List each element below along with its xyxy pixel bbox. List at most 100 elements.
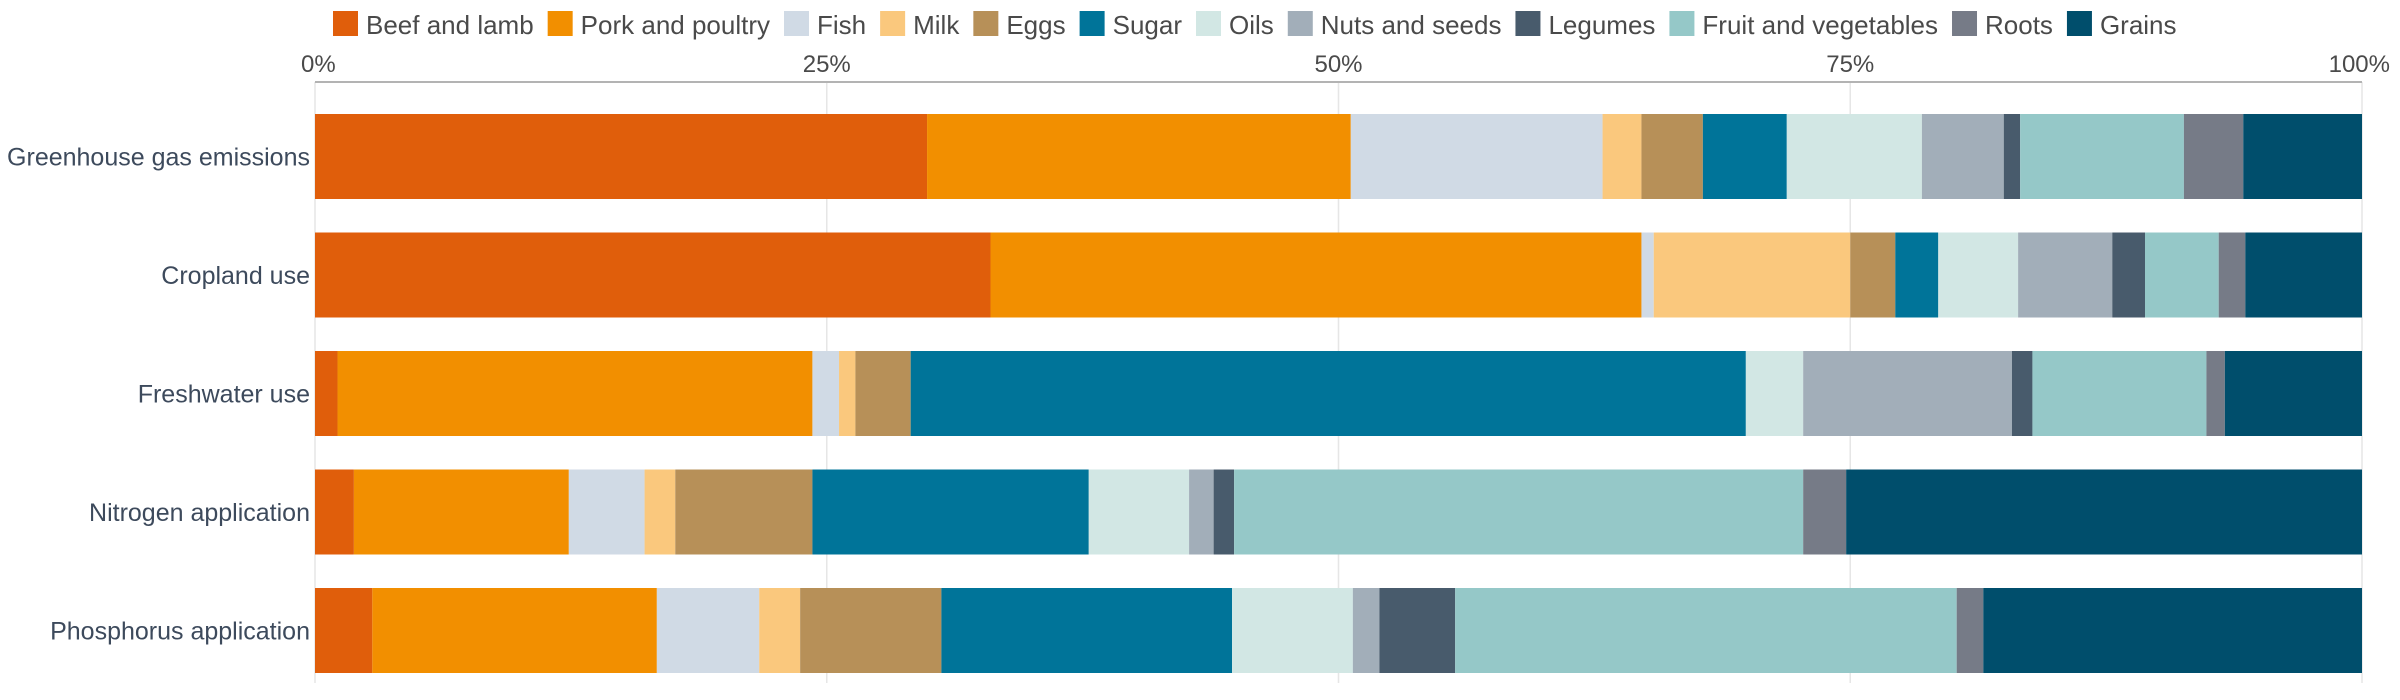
legend-label: Oils bbox=[1229, 10, 1274, 40]
bar-segment-fish[interactable] bbox=[656, 588, 760, 673]
bar-segment-nuts-and-seeds[interactable] bbox=[1352, 588, 1380, 673]
bar-segment-sugar[interactable] bbox=[941, 588, 1233, 673]
x-tick-label: 25% bbox=[803, 51, 851, 78]
bar-row-phosphorus-application bbox=[315, 588, 2362, 673]
bar-segment-milk[interactable] bbox=[1602, 114, 1642, 199]
bar-segment-beef-and-lamb[interactable] bbox=[315, 351, 338, 436]
x-tick-label: 50% bbox=[1314, 51, 1362, 78]
bar-segment-fish[interactable] bbox=[812, 351, 840, 436]
legend-swatch bbox=[973, 11, 999, 36]
bars bbox=[315, 114, 2362, 673]
bar-segment-pork-and-poultry[interactable] bbox=[337, 351, 813, 436]
bar-segment-pork-and-poultry[interactable] bbox=[990, 232, 1642, 318]
legend-item-fruit-and-vegetables[interactable]: Fruit and vegetables bbox=[1669, 10, 1938, 40]
bar-segment-beef-and-lamb[interactable] bbox=[315, 588, 373, 673]
legend-item-legumes[interactable]: Legumes bbox=[1515, 10, 1655, 40]
legend-label: Legumes bbox=[1548, 10, 1655, 40]
bar-segment-sugar[interactable] bbox=[1702, 114, 1787, 199]
bar-segment-nuts-and-seeds[interactable] bbox=[1189, 469, 1214, 555]
bar-segment-grains[interactable] bbox=[2224, 351, 2362, 436]
bar-segment-roots[interactable] bbox=[2183, 114, 2244, 199]
bar-segment-grains[interactable] bbox=[1846, 469, 2362, 555]
bar-segment-fruit-and-vegetables[interactable] bbox=[1234, 469, 1804, 555]
bar-segment-milk[interactable] bbox=[644, 469, 676, 555]
legend-item-eggs[interactable]: Eggs bbox=[973, 10, 1066, 40]
bar-segment-fish[interactable] bbox=[1350, 114, 1603, 199]
bar-segment-milk[interactable] bbox=[759, 588, 801, 673]
bar-segment-sugar[interactable] bbox=[910, 351, 1746, 436]
bar-segment-legumes[interactable] bbox=[2003, 114, 2021, 199]
bar-segment-grains[interactable] bbox=[2245, 232, 2362, 318]
bar-segment-oils[interactable] bbox=[1088, 469, 1190, 555]
legend-item-grains[interactable]: Grains bbox=[2066, 10, 2177, 40]
legend-swatch bbox=[1079, 11, 1105, 36]
bar-segment-sugar[interactable] bbox=[812, 469, 1089, 555]
bar-segment-legumes[interactable] bbox=[2011, 351, 2033, 436]
bar-segment-pork-and-poultry[interactable] bbox=[353, 469, 569, 555]
x-axis: 0% 25% 50% 75% 100% bbox=[301, 51, 2390, 83]
legend-label: Milk bbox=[913, 10, 960, 40]
legend-item-roots[interactable]: Roots bbox=[1952, 10, 2053, 40]
legend-item-milk[interactable]: Milk bbox=[880, 10, 960, 40]
bar-segment-grains[interactable] bbox=[2243, 114, 2362, 199]
bar-segment-oils[interactable] bbox=[1232, 588, 1353, 673]
bar-row-greenhouse-gas-emissions bbox=[315, 114, 2362, 199]
bar-segment-fruit-and-vegetables[interactable] bbox=[2020, 114, 2184, 199]
bar-segment-oils[interactable] bbox=[1938, 232, 2019, 318]
legend-label: Beef and lamb bbox=[366, 10, 534, 40]
bar-segment-fruit-and-vegetables[interactable] bbox=[2032, 351, 2207, 436]
bar-segment-eggs[interactable] bbox=[1641, 114, 1703, 199]
legend-item-sugar[interactable]: Sugar bbox=[1079, 10, 1183, 40]
legend-label: Sugar bbox=[1113, 10, 1183, 40]
bar-segment-legumes[interactable] bbox=[2112, 232, 2146, 318]
bar-segment-pork-and-poultry[interactable] bbox=[927, 114, 1351, 199]
bar-segment-nuts-and-seeds[interactable] bbox=[2018, 232, 2113, 318]
bar-segment-roots[interactable] bbox=[1803, 469, 1847, 555]
bar-segment-roots[interactable] bbox=[1956, 588, 1984, 673]
legend-item-beef-and-lamb[interactable]: Beef and lamb bbox=[333, 10, 534, 40]
legend-label: Fish bbox=[817, 10, 866, 40]
legend-item-nuts-and-seeds[interactable]: Nuts and seeds bbox=[1287, 10, 1502, 40]
legend-swatch bbox=[1196, 11, 1221, 36]
bar-segment-eggs[interactable] bbox=[1850, 232, 1896, 318]
category-label: Greenhouse gas emissions bbox=[7, 144, 310, 172]
category-label: Freshwater use bbox=[138, 381, 310, 409]
legend-item-fish[interactable]: Fish bbox=[784, 10, 866, 40]
legend-item-pork-and-poultry[interactable]: Pork and poultry bbox=[547, 10, 770, 40]
legend-swatch bbox=[547, 11, 573, 36]
bar-segment-legumes[interactable] bbox=[1213, 469, 1235, 555]
bar-segment-fish[interactable] bbox=[1641, 232, 1654, 318]
legend: Beef and lamb Pork and poultry Fish Milk Egg… bbox=[333, 10, 2177, 40]
bar-segment-milk[interactable] bbox=[1653, 232, 1851, 318]
bar-segment-fish[interactable] bbox=[568, 469, 645, 555]
bar-segment-grains[interactable] bbox=[1983, 588, 2362, 673]
bar-segment-fruit-and-vegetables[interactable] bbox=[1455, 588, 1957, 673]
bar-segment-oils[interactable] bbox=[1745, 351, 1804, 436]
bar-segment-roots[interactable] bbox=[2206, 351, 2225, 436]
legend-label: Eggs bbox=[1006, 10, 1065, 40]
bar-row-nitrogen-application bbox=[315, 469, 2362, 555]
bar-segment-beef-and-lamb[interactable] bbox=[315, 469, 354, 555]
bar-segment-eggs[interactable] bbox=[675, 469, 813, 555]
bar-segment-eggs[interactable] bbox=[855, 351, 911, 436]
legend-label: Nuts and seeds bbox=[1321, 10, 1502, 40]
bar-segment-nuts-and-seeds[interactable] bbox=[1921, 114, 2004, 199]
bar-segment-milk[interactable] bbox=[839, 351, 856, 436]
legend-swatch bbox=[1669, 11, 1695, 36]
bar-segment-sugar[interactable] bbox=[1895, 232, 1939, 318]
bar-segment-legumes[interactable] bbox=[1379, 588, 1456, 673]
category-label: Phosphorus application bbox=[50, 618, 310, 646]
bar-segment-fruit-and-vegetables[interactable] bbox=[2145, 232, 2219, 318]
bar-segment-pork-and-poultry[interactable] bbox=[372, 588, 657, 673]
y-axis-labels: Greenhouse gas emissions Cropland use Fres… bbox=[7, 144, 310, 646]
bar-segment-beef-and-lamb[interactable] bbox=[315, 232, 991, 318]
legend-label: Fruit and vegetables bbox=[1702, 10, 1938, 40]
bar-segment-eggs[interactable] bbox=[800, 588, 942, 673]
bar-segment-oils[interactable] bbox=[1786, 114, 1922, 199]
bar-segment-nuts-and-seeds[interactable] bbox=[1803, 351, 2012, 436]
legend-item-oils[interactable]: Oils bbox=[1196, 10, 1274, 40]
bar-segment-beef-and-lamb[interactable] bbox=[315, 114, 928, 199]
legend-swatch bbox=[880, 11, 906, 36]
bar-segment-roots[interactable] bbox=[2218, 232, 2246, 318]
